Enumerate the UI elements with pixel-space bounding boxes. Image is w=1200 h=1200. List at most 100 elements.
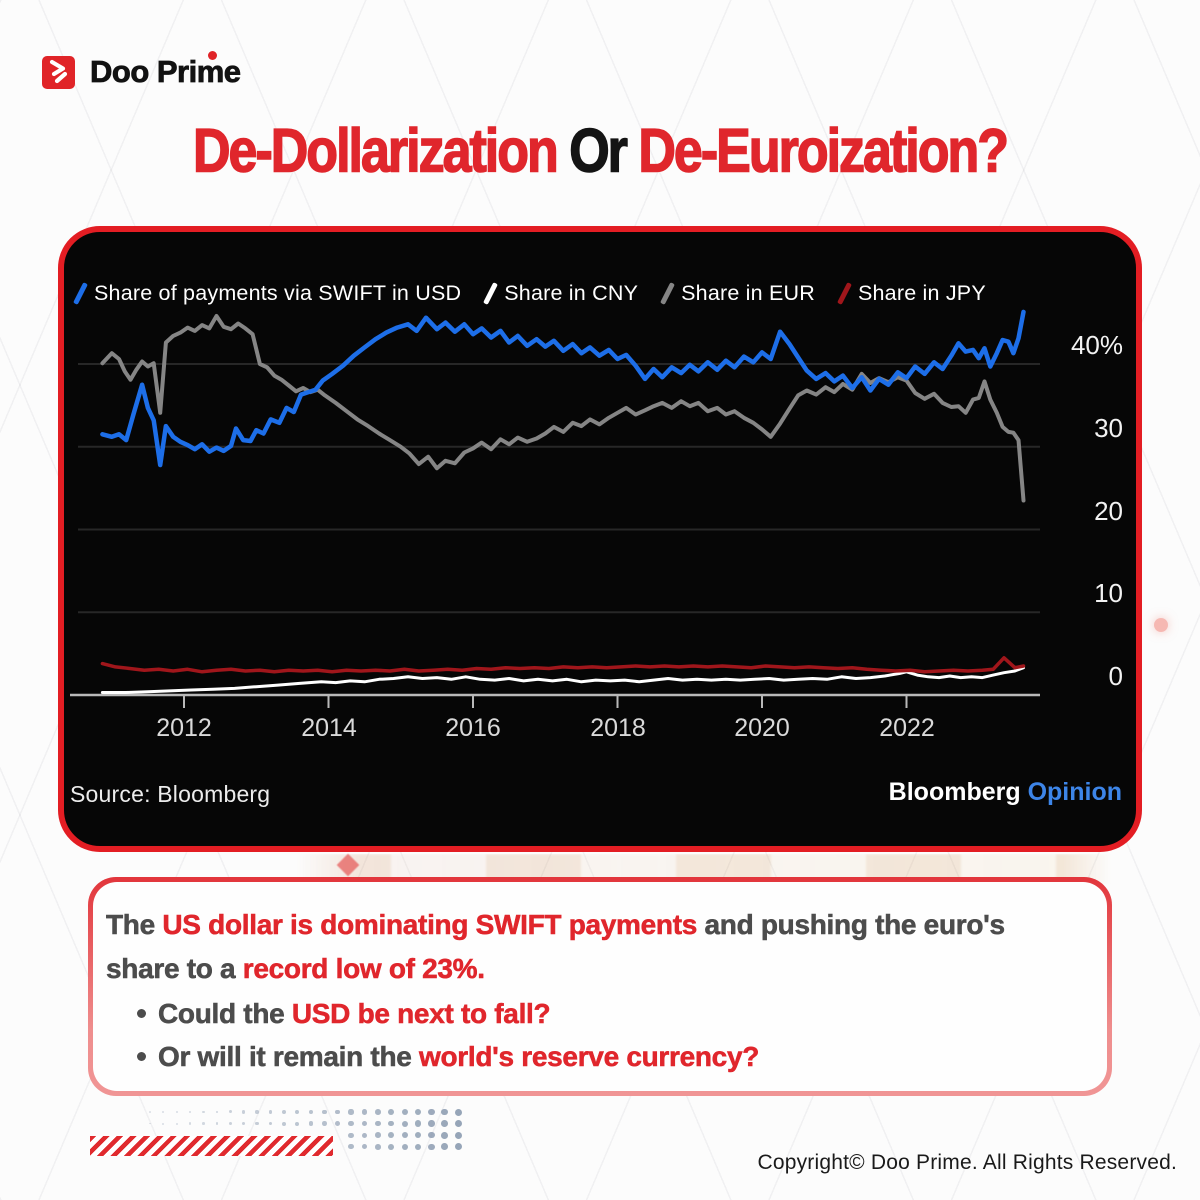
x-axis-tick-label: 2016 (445, 714, 501, 742)
legend-item: Share of payments via SWIFT in USD (73, 281, 462, 306)
x-axis-tick-label: 2014 (301, 714, 357, 742)
deco-dot (175, 1110, 178, 1114)
deco-dot (308, 1109, 313, 1115)
legend-item: Share in CNY (483, 281, 639, 306)
deco-dot (428, 1143, 435, 1151)
legend-label: Share of payments via SWIFT in USD (94, 281, 462, 305)
deco-dot (454, 1120, 462, 1128)
callout-box: The US dollar is dominating SWIFT paymen… (93, 882, 1107, 1091)
chart-legend: Share of payments via SWIFT in USD Share … (73, 281, 986, 306)
deco-dot (401, 1120, 408, 1127)
deco-dot (321, 1121, 327, 1126)
deco-dot (149, 1111, 151, 1113)
deco-dot (228, 1122, 232, 1126)
doo-prime-logo: Doo Prime (42, 51, 241, 90)
callout-bullet-list: Could the USD be next to fall? Or will i… (106, 992, 1077, 1078)
deco-dot (454, 1108, 462, 1116)
bloomberg-wordmark: Bloomberg (888, 778, 1021, 806)
y-axis-tick-label: 10 (1094, 578, 1123, 608)
deco-dot (441, 1108, 449, 1116)
deco-dot (388, 1109, 395, 1115)
title-black: Or (569, 116, 629, 186)
deco-dot (268, 1110, 273, 1114)
legend-item: Share in JPY (837, 281, 986, 306)
bloomberg-chart-card (58, 226, 1142, 852)
title-red-2: De-Euroization? (625, 116, 1010, 186)
deco-dot (361, 1120, 368, 1127)
deco-dot (215, 1110, 219, 1114)
deco-dot (215, 1122, 219, 1125)
legend-slash-icon (660, 282, 676, 305)
bullet-dot-icon (137, 1052, 146, 1061)
deco-dot (414, 1108, 422, 1116)
deco-dot (295, 1121, 300, 1126)
deco-dot (414, 1132, 422, 1139)
callout-text-red-2: record low of 23%. (242, 953, 485, 985)
callout-text-red-1: US dollar is dominating SWIFT payments (162, 909, 698, 941)
opinion-wordmark: Opinion (1027, 778, 1122, 806)
legend-slash-icon (483, 282, 499, 305)
deco-dot (255, 1121, 259, 1126)
y-axis-tick-label: 40% (1070, 330, 1123, 360)
deco-dot (348, 1109, 354, 1115)
hatched-bar-decoration (90, 1136, 333, 1156)
callout-paragraph: The US dollar is dominating SWIFT paymen… (106, 903, 1077, 991)
callout-bullet-1: Could the USD be next to fall? (106, 992, 1077, 1035)
chart-source-label: Source: Bloomberg (70, 781, 271, 807)
deco-dot (428, 1108, 435, 1116)
x-axis-tick-label: 2018 (590, 714, 646, 742)
deco-dot (162, 1111, 165, 1113)
callout-text-gray-2: and pushing the euro's share to a (106, 909, 1006, 985)
legend-item: Share in EUR (660, 281, 815, 306)
deco-dot (348, 1121, 354, 1127)
bullet1-gray: Could the (158, 998, 292, 1030)
deco-dot (441, 1120, 449, 1127)
callout-bullet-2: Or will it remain the world's reserve cu… (106, 1035, 1077, 1078)
deco-dot (361, 1109, 368, 1115)
deco-dot (375, 1109, 381, 1115)
deco-dot (175, 1122, 178, 1125)
deco-dot (361, 1144, 368, 1150)
deco-dot (414, 1143, 422, 1150)
deco-dot (335, 1121, 341, 1127)
deco-dot (441, 1131, 449, 1139)
deco-dot (454, 1143, 462, 1151)
deco-dot (189, 1110, 192, 1114)
deco-dot (295, 1109, 300, 1115)
bullet2-red: world's reserve currency? (419, 1041, 760, 1073)
deco-dot (414, 1120, 422, 1127)
legend-label: Share in JPY (857, 281, 986, 305)
y-axis-tick-label: 0 (1108, 661, 1123, 691)
deco-dot (308, 1121, 313, 1126)
deco-dot (162, 1122, 165, 1125)
bloomberg-opinion-logo: Bloomberg Opinion (889, 778, 1122, 807)
deco-dot (282, 1110, 286, 1114)
deco-dot (335, 1109, 341, 1115)
doo-prime-logo-icon (42, 55, 75, 89)
bullet1-red: USD be next to fall? (291, 998, 551, 1030)
deco-dot (375, 1132, 381, 1138)
legend-label: Share in CNY (504, 281, 639, 305)
legend-slash-icon (837, 282, 852, 305)
deco-dot (361, 1132, 368, 1138)
deco-dot (401, 1143, 408, 1150)
network-node-decoration (1154, 618, 1168, 632)
deco-dot (401, 1132, 408, 1139)
deco-dot (321, 1109, 327, 1115)
deco-dot (282, 1121, 286, 1126)
callout-text-gray-1: The (106, 909, 163, 941)
deco-dot (189, 1122, 192, 1125)
deco-dot (401, 1108, 408, 1116)
deco-dot (388, 1120, 395, 1127)
x-axis-tick-label: 2012 (156, 714, 212, 742)
x-axis-tick-label: 2020 (734, 714, 790, 742)
bullet-dot-icon (137, 1009, 146, 1018)
deco-dot (228, 1110, 232, 1114)
swift-share-chart (70, 309, 1040, 708)
deco-dot (242, 1121, 246, 1126)
deco-dot (454, 1131, 462, 1139)
legend-label: Share in EUR (681, 281, 815, 305)
deco-dot (441, 1143, 449, 1151)
deco-dot (388, 1132, 395, 1139)
